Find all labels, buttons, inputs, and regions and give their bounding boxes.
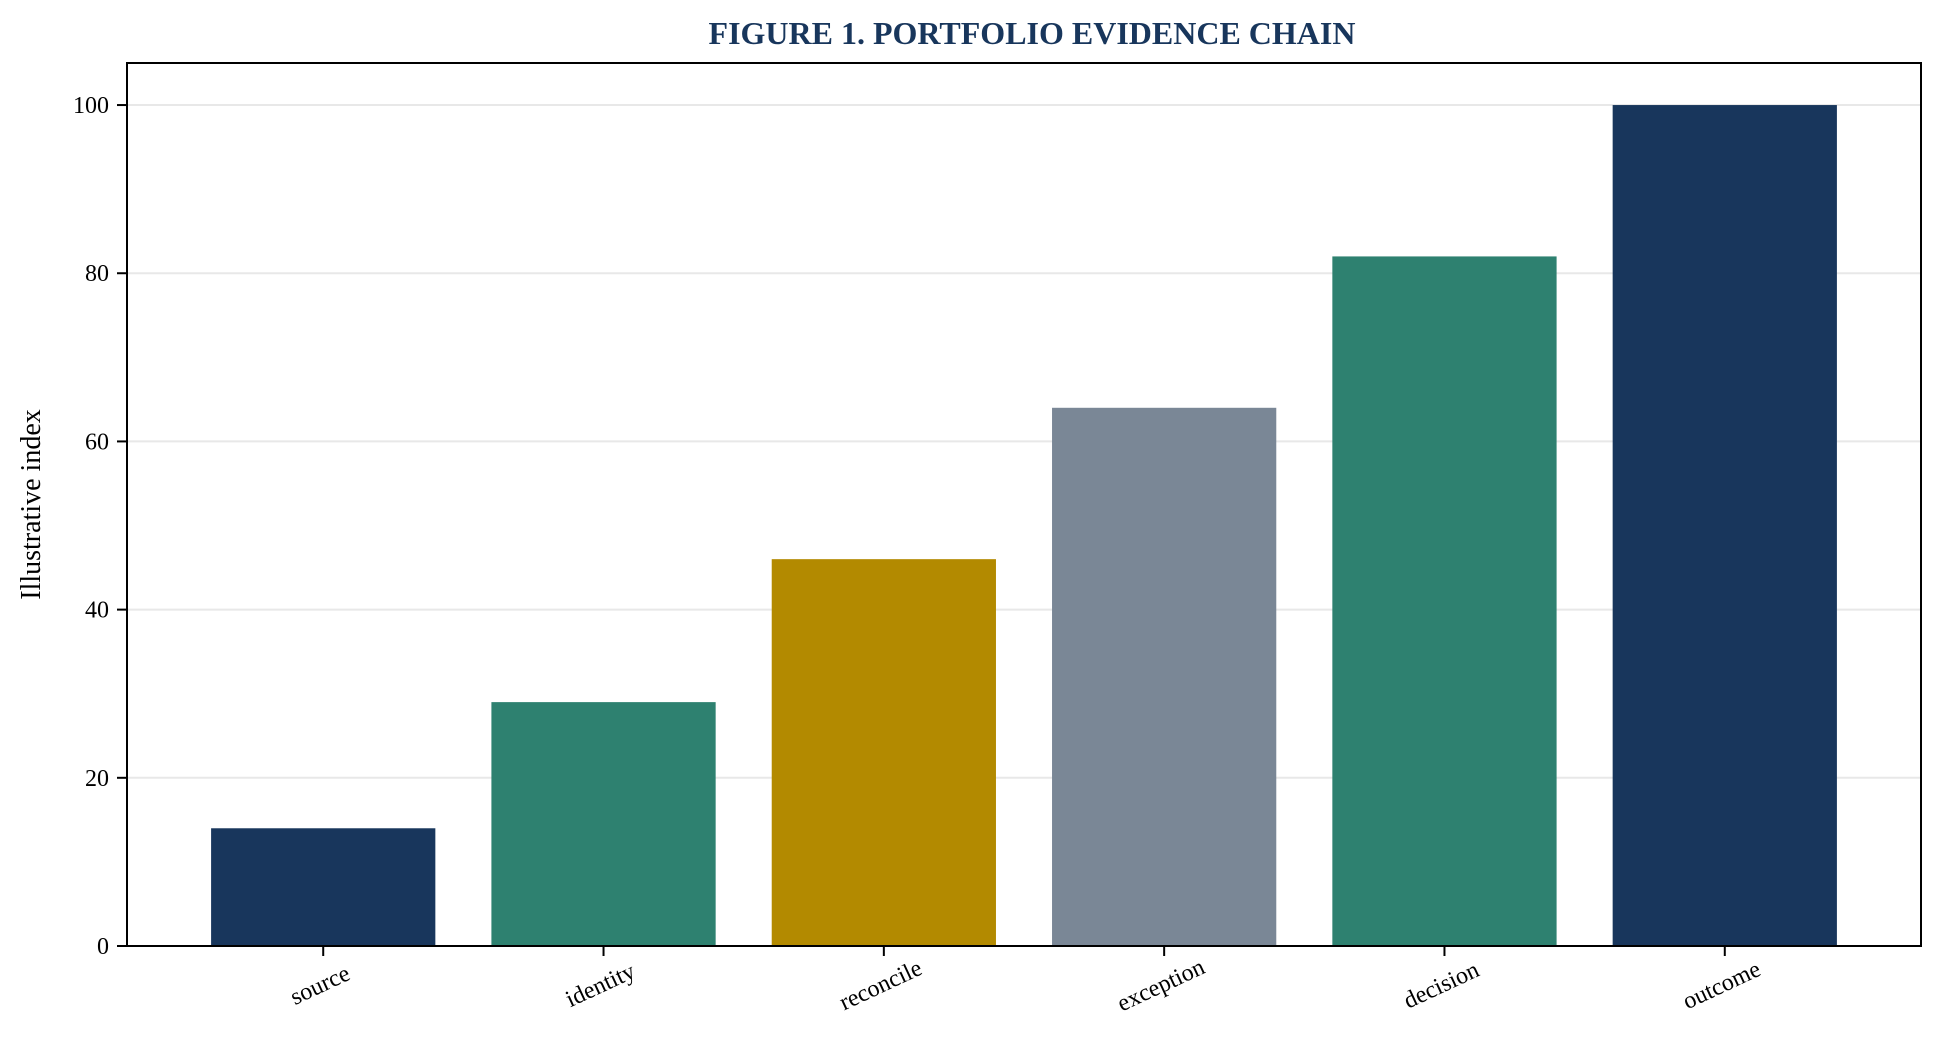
bar-decision xyxy=(1332,256,1557,946)
x-tick-label: exception xyxy=(1113,954,1209,1017)
bar-reconcile xyxy=(771,559,996,946)
y-tick-label: 60 xyxy=(85,429,109,455)
x-tick-label: source xyxy=(286,961,354,1011)
y-tick-label: 80 xyxy=(85,261,109,287)
plot-frame xyxy=(126,62,1922,947)
bars xyxy=(211,105,1837,947)
y-tick-label: 20 xyxy=(85,766,109,792)
bar-exception xyxy=(1052,407,1277,946)
x-tick-label: decision xyxy=(1400,957,1483,1014)
y-axis-ticks: 0 20 40 60 80 100 xyxy=(73,93,127,960)
y-axis-label: Illustrative index xyxy=(16,409,47,600)
chart-title: FIGURE 1. PORTFOLIO EVIDENCE CHAIN xyxy=(709,15,1356,51)
x-tick-label: identity xyxy=(562,958,639,1013)
x-tick-label: outcome xyxy=(1679,956,1765,1014)
x-axis-ticks: source identity reconcile exception decision… xyxy=(286,946,1765,1017)
y-tick-label: 100 xyxy=(73,93,109,119)
x-tick-label: reconcile xyxy=(836,955,927,1016)
y-tick-label: 0 xyxy=(97,934,109,960)
bar-identity xyxy=(491,702,716,946)
bar-source xyxy=(211,828,436,946)
bar-outcome xyxy=(1612,105,1837,947)
y-tick-label: 40 xyxy=(85,598,109,624)
